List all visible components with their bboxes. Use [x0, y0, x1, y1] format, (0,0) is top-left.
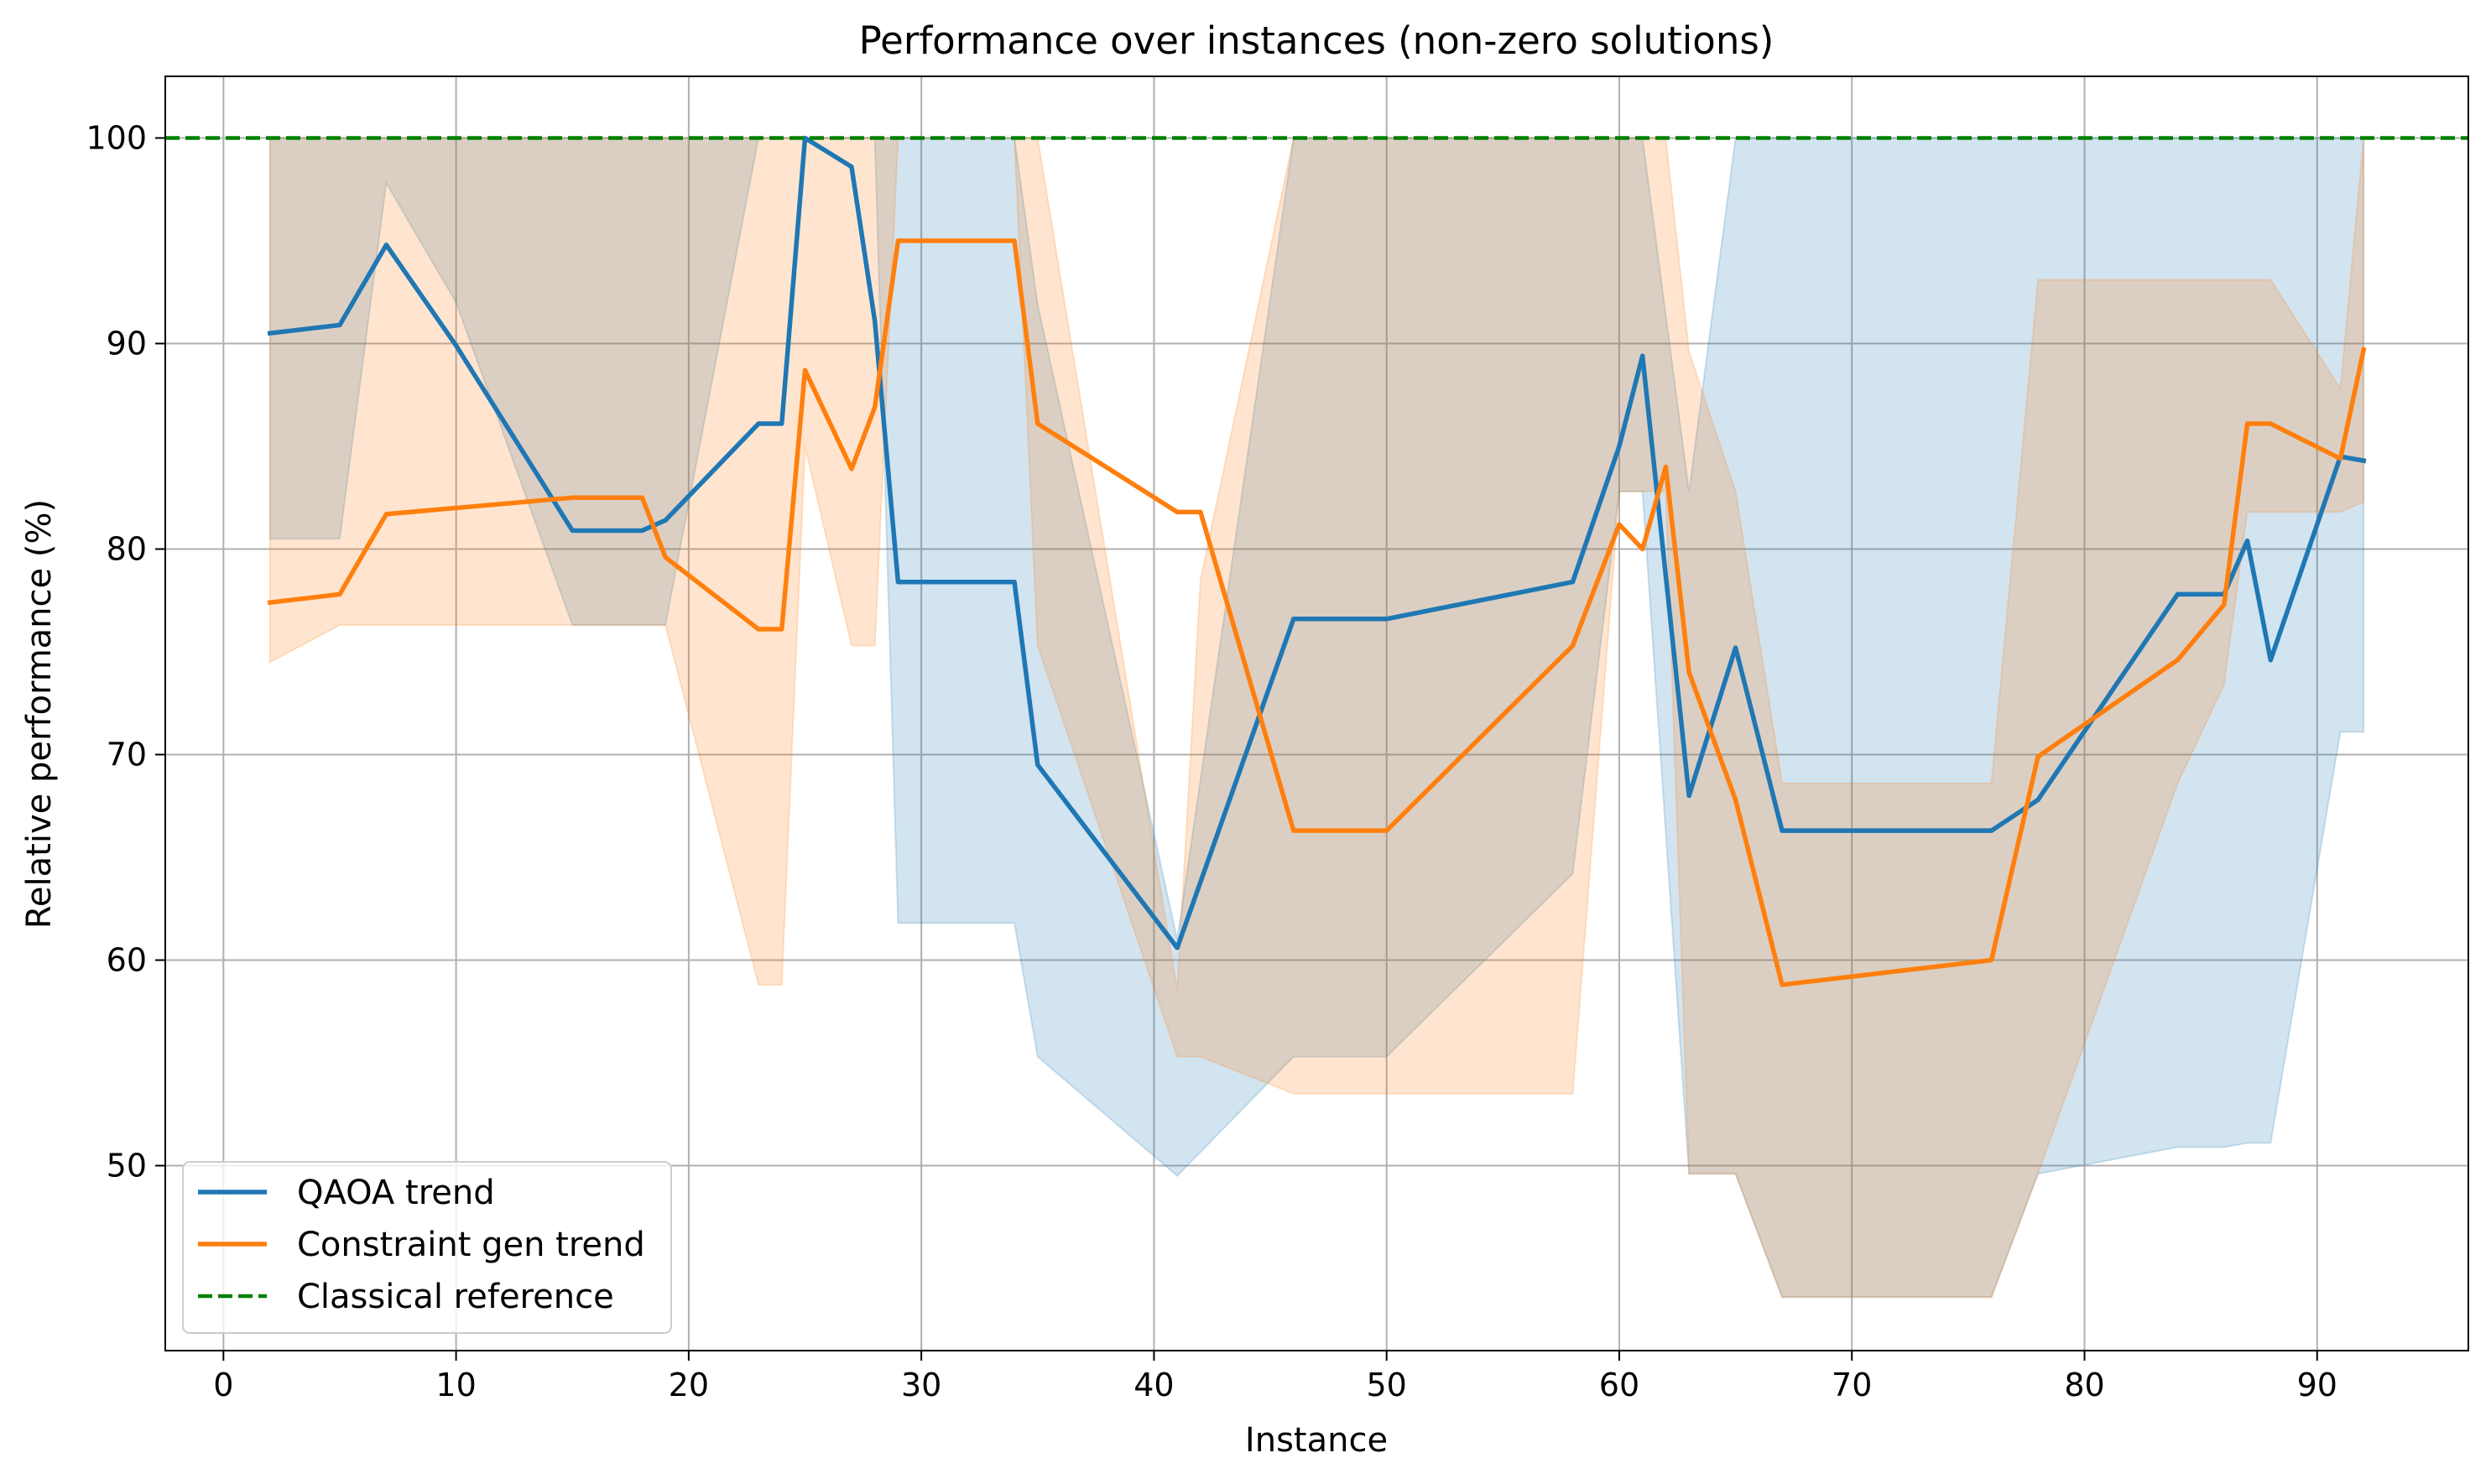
x-tick-label: 10: [435, 1367, 476, 1403]
y-tick-label: 50: [107, 1148, 147, 1185]
series-line: [267, 135, 2367, 950]
chart-title: Performance over instances (non-zero sol…: [859, 18, 1774, 63]
y-tick-label: 90: [107, 325, 147, 362]
x-tick-label: 70: [1832, 1367, 1872, 1403]
x-tick-label: 50: [1367, 1367, 1407, 1403]
legend-label: Constraint gen trend: [297, 1226, 645, 1264]
y-tick-label: 70: [107, 737, 147, 773]
y-tick-label: 60: [107, 942, 147, 979]
x-tick-label: 0: [213, 1367, 233, 1403]
plot-frame: [164, 76, 2469, 1351]
axis-ticks: 0 10 20 30 40 50 60 70 80 90 50 60 70 80 90 100: [86, 120, 2337, 1404]
legend-box: [182, 1161, 672, 1334]
x-axis-label: Instance: [1245, 1421, 1388, 1460]
series-lines: [165, 135, 2468, 987]
legend-label: Classical reference: [297, 1278, 614, 1316]
series-line: [267, 238, 2367, 987]
y-tick-label: 80: [107, 531, 147, 568]
legend-label: QAOA trend: [297, 1174, 495, 1212]
x-tick-label: 30: [901, 1367, 941, 1403]
x-tick-label: 20: [669, 1367, 709, 1403]
x-tick-label: 40: [1133, 1367, 1174, 1403]
y-axis-label: Relative performance (%): [20, 499, 59, 929]
legend: QAOA trend Constraint gen trend Classical …: [182, 1161, 672, 1334]
x-tick-label: 60: [1599, 1367, 1639, 1403]
y-tick-label: 100: [86, 120, 147, 157]
x-tick-label: 80: [2064, 1367, 2104, 1403]
x-tick-label: 90: [2297, 1367, 2337, 1403]
